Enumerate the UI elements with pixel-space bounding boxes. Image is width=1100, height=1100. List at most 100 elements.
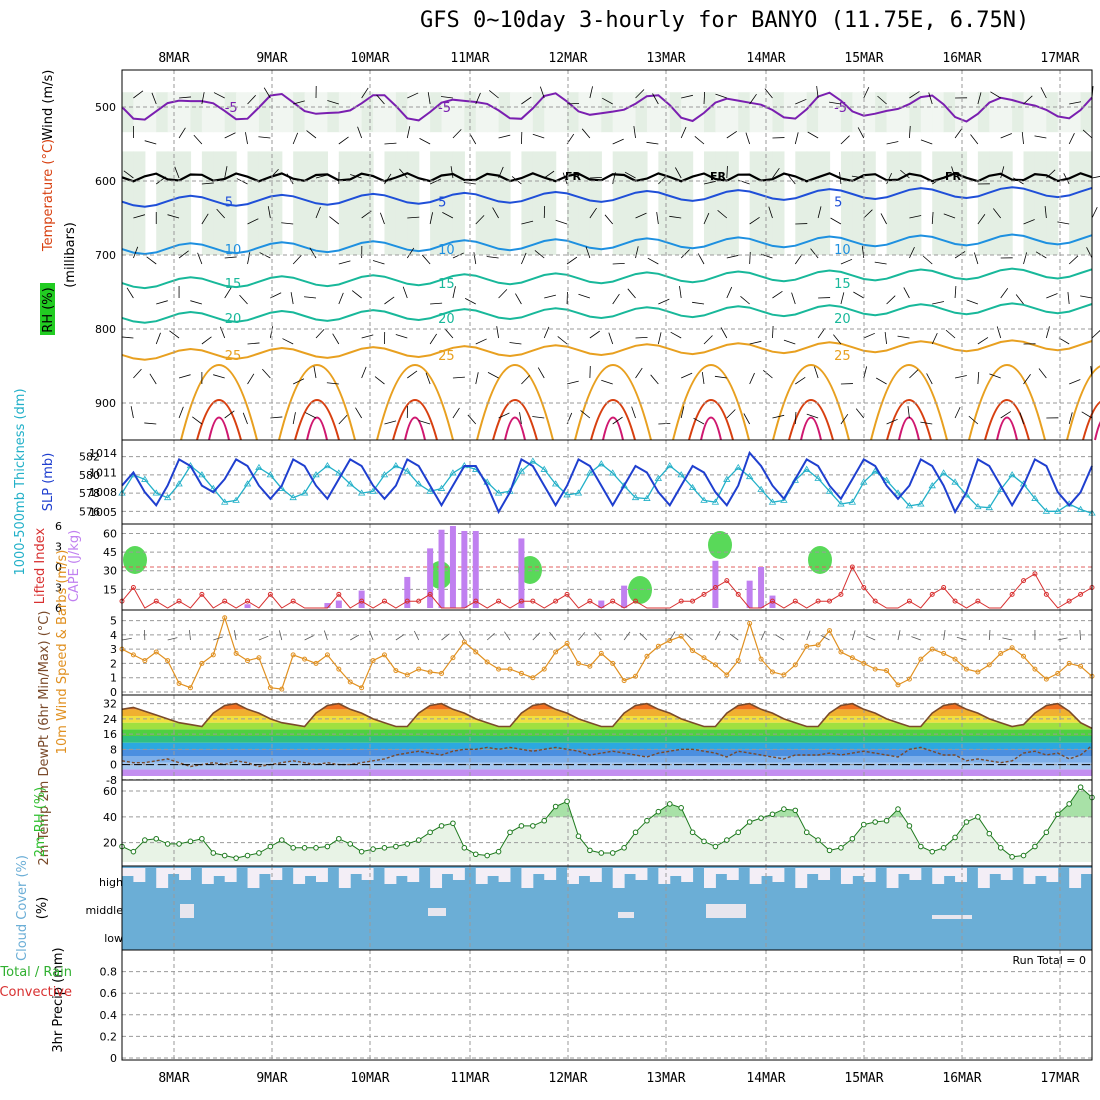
- rh-area-fill: [122, 787, 1092, 862]
- rh-shade-upper: [156, 92, 169, 133]
- wind-speed-point: [256, 655, 262, 661]
- wind-barb: [544, 170, 555, 179]
- thickness-point: [643, 494, 651, 501]
- wind-barb: [1046, 169, 1056, 179]
- wind-barb: [578, 293, 591, 299]
- wind-speed-point: [233, 650, 239, 656]
- wind-barb: [539, 86, 545, 99]
- wind-barb: [635, 367, 643, 379]
- rh-point: [689, 829, 696, 836]
- thickness-point: [814, 474, 822, 481]
- wind-barb: [880, 213, 887, 225]
- lifted-index-point: [564, 591, 570, 597]
- wind-barb: [269, 326, 274, 339]
- wind-barb: [669, 215, 682, 219]
- rh-shade-band: [589, 151, 602, 255]
- wind-barb: [795, 376, 806, 385]
- wind-barb: [178, 406, 184, 419]
- date-label-bottom: 14MAR: [746, 1071, 785, 1086]
- rh-shade-band: [1080, 151, 1093, 255]
- temperature-contour-label: 10: [834, 243, 851, 258]
- wind-barb: [680, 126, 687, 139]
- wind-barb: [376, 94, 385, 105]
- cloud-tick-label: low: [104, 932, 123, 945]
- wind-barb: [1045, 326, 1050, 339]
- high-cloud-gap: [795, 868, 808, 888]
- date-label-bottom: 17MAR: [1040, 1071, 1079, 1086]
- surface-wind-barb: [304, 635, 314, 641]
- rh-point: [393, 843, 399, 850]
- pressure-tick-label: 900: [95, 397, 116, 410]
- rh-shade-upper: [1069, 92, 1082, 133]
- date-label-bottom: 10MAR: [350, 1071, 389, 1086]
- thickness-point: [620, 482, 628, 489]
- temperature-cover: [122, 694, 1092, 729]
- wind-barb: [121, 336, 134, 339]
- wind-barb: [452, 376, 465, 379]
- wind-barb: [726, 165, 728, 179]
- temperature-contour-label: 25: [225, 349, 242, 364]
- surface-wind-barb: [760, 630, 766, 641]
- wind-barb: [1023, 252, 1028, 265]
- wind-barb: [772, 325, 774, 339]
- wind-barb: [795, 98, 807, 105]
- lifted-index-point: [290, 598, 296, 604]
- surface-wind-barb: [121, 637, 132, 641]
- rh-shade-upper: [829, 92, 842, 133]
- wind-barb: [907, 406, 910, 419]
- wind-barb: [169, 330, 180, 339]
- rh-point: [530, 823, 536, 829]
- high-cloud-gap: [898, 868, 910, 874]
- warm-contour-arch: [1066, 365, 1100, 441]
- high-cloud-gap: [395, 868, 408, 876]
- cape-bar: [712, 560, 719, 608]
- wind-barb: [612, 138, 624, 145]
- rh-shade-upper: [1080, 92, 1093, 133]
- wind-barb: [315, 206, 321, 219]
- wind-barb: [305, 412, 317, 419]
- wind-speed-point: [359, 685, 365, 691]
- wind-barb: [475, 92, 481, 105]
- rh-shade-band: [612, 151, 625, 255]
- wind-barb: [327, 100, 339, 105]
- surface-wind-barb: [911, 636, 921, 641]
- thickness-point: [449, 469, 457, 476]
- rh-shade-band: [133, 151, 146, 255]
- thickness-axis-label: 1000-500mb Thickness (dm): [13, 388, 28, 575]
- rh-point: [244, 852, 251, 859]
- wind-barb: [421, 254, 431, 265]
- wind-barb: [926, 373, 933, 385]
- wind-barb: [192, 416, 203, 425]
- surface-wind-barb: [956, 636, 967, 641]
- middle-cloud-gap: [706, 904, 746, 918]
- surface-wind-barb: [350, 634, 360, 641]
- rh-point: [621, 845, 627, 851]
- surface-wind-barb: [639, 632, 648, 641]
- thickness-point: [608, 469, 617, 476]
- precip-axis-label: 3hr Precip (mm): [51, 947, 66, 1052]
- rh-shade-upper: [475, 92, 488, 133]
- wind-barb: [126, 287, 134, 299]
- wind-barb: [304, 296, 317, 299]
- wind-barb: [357, 126, 363, 139]
- lifted-index-point: [199, 591, 205, 597]
- surface-wind-barb: [669, 631, 676, 641]
- wind-barb: [315, 174, 328, 179]
- wind-tick-label: 0: [110, 686, 117, 699]
- high-cloud-gap: [1046, 868, 1059, 882]
- wind-barb: [406, 247, 415, 259]
- wind-speed-point: [849, 655, 855, 661]
- cloud-tick-label: middle: [85, 904, 123, 917]
- wind-speed-point: [541, 666, 547, 672]
- wind-barb: [884, 332, 887, 345]
- wind-barb: [877, 95, 887, 105]
- thickness-point: [780, 496, 788, 503]
- rh-shade-upper: [955, 92, 968, 133]
- lifted-index-point: [587, 598, 593, 604]
- wind-speed-point: [1032, 666, 1038, 672]
- wind-barb: [749, 216, 760, 225]
- wind-barb: [909, 369, 919, 379]
- high-cloud-gap: [624, 868, 637, 874]
- wind-barb: [452, 129, 462, 139]
- wind-barb: [338, 292, 344, 305]
